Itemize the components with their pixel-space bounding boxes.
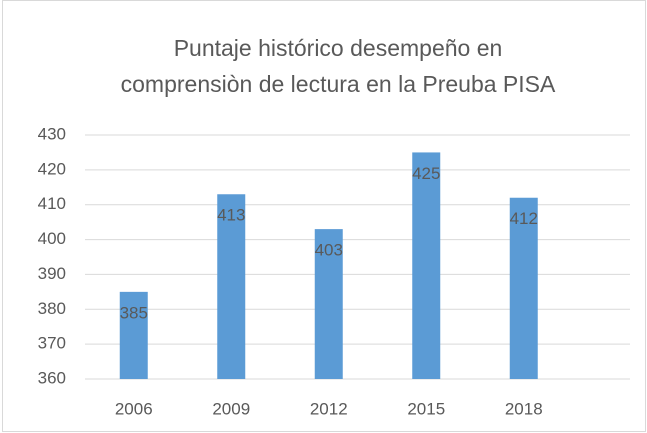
data-label: 412 (510, 209, 538, 228)
y-tick-label: 430 (38, 124, 66, 143)
x-tick-label: 2009 (212, 399, 250, 418)
bar (314, 229, 343, 379)
x-tick-label: 2006 (115, 399, 153, 418)
data-label: 403 (315, 241, 343, 260)
x-tick-label: 2012 (310, 399, 348, 418)
y-tick-label: 390 (38, 264, 66, 283)
data-label: 385 (120, 303, 148, 322)
data-label: 413 (217, 206, 245, 225)
bar (509, 197, 538, 379)
bar (412, 152, 441, 379)
y-tick-label: 380 (38, 299, 66, 318)
y-tick-label: 360 (38, 368, 66, 387)
x-tick-label: 2018 (505, 399, 543, 418)
y-tick-label: 370 (38, 334, 66, 353)
bar (217, 194, 246, 379)
y-tick-label: 400 (38, 229, 66, 248)
bar (119, 291, 148, 379)
chart-title: Puntaje histórico desempeño en (174, 35, 503, 61)
y-tick-label: 420 (38, 159, 66, 178)
x-tick-label: 2015 (407, 399, 445, 418)
y-tick-label: 410 (38, 194, 66, 213)
data-label: 425 (412, 164, 440, 183)
chart-title: comprensiòn de lectura en la Preuba PISA (121, 71, 556, 97)
